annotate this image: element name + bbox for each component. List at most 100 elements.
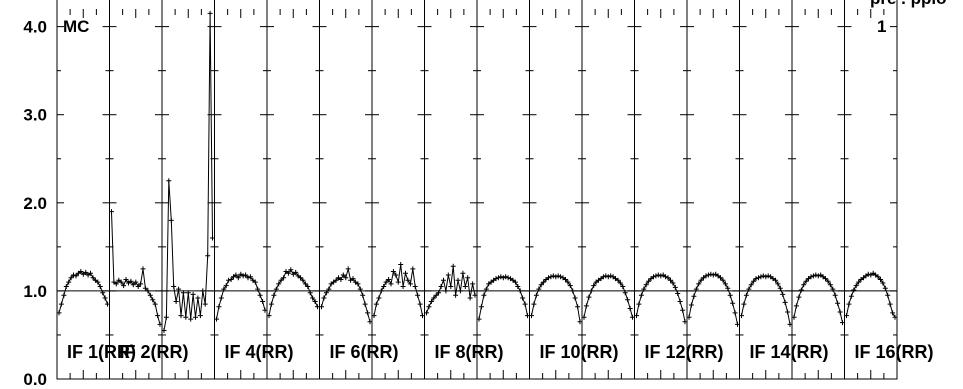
- data-point: [298, 275, 303, 281]
- data-point: [885, 292, 891, 298]
- data-point: [183, 314, 189, 320]
- data-point: [638, 292, 644, 298]
- series-line: [636, 274, 686, 322]
- data-point: [102, 295, 108, 301]
- data-point: [73, 273, 79, 279]
- data-point: [634, 313, 639, 319]
- data-point: [100, 290, 106, 296]
- data-point: [472, 292, 478, 298]
- data-point: [646, 278, 652, 284]
- series-line: [426, 266, 476, 314]
- data-point: [235, 275, 241, 281]
- data-point: [878, 277, 883, 282]
- data-point: [221, 286, 227, 292]
- data-point: [223, 283, 229, 289]
- data-point: [312, 299, 318, 304]
- data-point: [875, 274, 881, 280]
- data-point: [732, 310, 738, 316]
- data-point: [651, 274, 656, 280]
- data-point: [851, 287, 857, 293]
- data-point: [739, 313, 744, 319]
- data-point: [285, 270, 291, 276]
- data-point: [157, 321, 163, 327]
- data-point: [787, 321, 793, 327]
- data-point: [343, 275, 349, 281]
- data-point: [185, 290, 191, 296]
- data-point: [288, 267, 294, 273]
- data-point: [109, 209, 114, 215]
- data-point: [727, 292, 733, 298]
- data-point: [276, 281, 282, 287]
- data-point: [268, 301, 274, 307]
- data-point: [622, 290, 628, 296]
- data-point: [88, 270, 93, 276]
- data-point: [538, 282, 544, 288]
- data-point: [803, 278, 809, 284]
- data-point: [581, 314, 587, 320]
- data-point: [696, 281, 702, 287]
- data-point: [150, 297, 156, 303]
- data-point: [865, 271, 871, 277]
- data-point: [395, 279, 401, 285]
- data-point: [605, 274, 611, 280]
- data-point: [615, 277, 621, 283]
- data-point: [500, 275, 506, 281]
- data-point: [880, 280, 886, 286]
- data-point: [600, 274, 606, 280]
- data-point: [760, 273, 766, 279]
- data-point: [515, 284, 521, 289]
- data-point: [218, 295, 224, 301]
- data-point: [672, 284, 678, 290]
- series-line: [111, 211, 161, 325]
- data-point: [892, 314, 898, 320]
- data-point: [66, 279, 72, 285]
- panel-label: IF 8(RR): [435, 342, 504, 362]
- data-point: [355, 281, 361, 287]
- data-point: [705, 272, 711, 278]
- data-point: [138, 281, 144, 287]
- data-point: [825, 278, 831, 284]
- data-point: [835, 300, 841, 306]
- data-point: [457, 288, 463, 294]
- data-point: [823, 276, 828, 282]
- data-point: [735, 321, 740, 327]
- data-point: [815, 273, 821, 279]
- data-point: [703, 273, 709, 279]
- data-point: [698, 277, 704, 283]
- data-point: [791, 314, 797, 320]
- data-point: [603, 273, 609, 279]
- data-point: [373, 301, 379, 307]
- data-point: [340, 272, 346, 278]
- panel-label: IF 1(RR): [67, 342, 136, 362]
- data-point: [95, 279, 101, 285]
- data-point: [410, 266, 416, 272]
- data-point: [586, 294, 592, 300]
- data-point: [142, 285, 148, 291]
- data-point: [445, 272, 451, 278]
- grid-layer: [57, 0, 897, 380]
- data-point: [202, 301, 208, 307]
- series-line: [688, 273, 738, 325]
- data-point: [730, 300, 736, 306]
- data-point: [608, 273, 614, 279]
- data-point: [360, 292, 366, 298]
- data-point: [388, 281, 394, 287]
- series-line: [583, 275, 633, 318]
- data-point: [171, 284, 177, 289]
- data-point: [407, 281, 413, 287]
- data-point: [793, 303, 799, 309]
- data-point: [61, 292, 67, 298]
- data-point: [798, 287, 804, 293]
- data-point: [260, 299, 266, 304]
- data-point: [636, 301, 642, 307]
- y-tick-label: 0.0: [23, 370, 47, 389]
- corner-label-left: MC: [63, 17, 89, 36]
- data-point: [405, 277, 411, 283]
- data-point: [161, 328, 167, 333]
- data-point: [853, 283, 859, 289]
- data-point: [801, 282, 807, 288]
- data-point: [247, 274, 253, 280]
- data-point: [321, 295, 327, 301]
- data-point: [725, 285, 731, 291]
